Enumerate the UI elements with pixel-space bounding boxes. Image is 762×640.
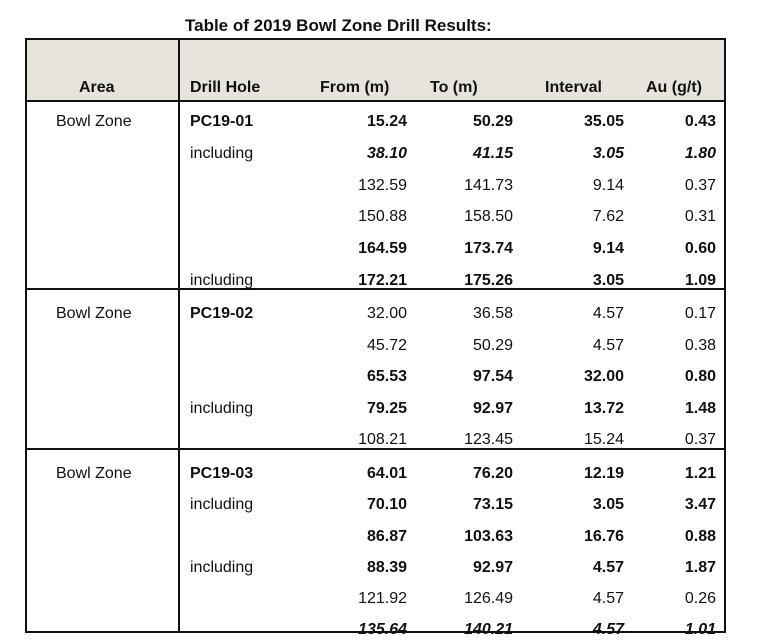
cell-interval: 3.05 bbox=[592, 496, 624, 513]
header-area: Area bbox=[79, 79, 115, 96]
cell-to: 92.97 bbox=[472, 559, 513, 576]
table-header: Area Drill Hole From (m) To (m) Interval… bbox=[27, 40, 724, 102]
cell-from: 86.87 bbox=[366, 528, 407, 545]
table-title: Table of 2019 Bowl Zone Drill Results: bbox=[185, 16, 492, 35]
cell-to: 73.15 bbox=[472, 496, 513, 513]
cell-from: 38.10 bbox=[366, 145, 407, 162]
cell-from: 65.53 bbox=[366, 368, 407, 385]
cell-interval: 16.76 bbox=[583, 528, 624, 545]
cell-interval: 15.24 bbox=[583, 431, 624, 448]
cell-from: 64.01 bbox=[366, 465, 407, 482]
cell-au: 0.37 bbox=[684, 177, 716, 194]
cell-au: 3.47 bbox=[684, 496, 716, 513]
cell-from: 150.88 bbox=[358, 208, 407, 225]
cell-au: 1.09 bbox=[684, 272, 716, 289]
cell-interval: 3.05 bbox=[592, 272, 624, 289]
cell-drill-hole: PC19-01 bbox=[190, 113, 254, 130]
cell-au: 1.21 bbox=[684, 465, 716, 482]
cell-to: 141.73 bbox=[464, 177, 513, 194]
header-from: From (m) bbox=[320, 79, 390, 96]
cell-interval: 7.62 bbox=[592, 208, 624, 225]
cell-au: 0.38 bbox=[684, 337, 716, 354]
cell-from: 108.21 bbox=[358, 431, 407, 448]
cell-au: 0.31 bbox=[684, 208, 716, 225]
cell-to: 123.45 bbox=[464, 431, 513, 448]
cell-drill-hole: including bbox=[190, 400, 254, 417]
cell-to: 50.29 bbox=[472, 337, 513, 354]
cell-drill-hole: including bbox=[190, 145, 254, 162]
cell-interval: 4.57 bbox=[592, 559, 624, 576]
column-divider bbox=[178, 40, 180, 631]
cell-area: Bowl Zone bbox=[56, 465, 132, 482]
cell-au: 1.01 bbox=[684, 621, 716, 638]
cell-from: 32.00 bbox=[366, 305, 407, 322]
cell-interval: 4.57 bbox=[592, 305, 624, 322]
cell-from: 164.59 bbox=[358, 240, 407, 257]
cell-from: 88.39 bbox=[366, 559, 407, 576]
cell-from: 45.72 bbox=[366, 337, 407, 354]
cell-interval: 3.05 bbox=[592, 145, 624, 162]
cell-interval: 9.14 bbox=[592, 177, 624, 194]
cell-from: 172.21 bbox=[358, 272, 407, 289]
cell-drill-hole: PC19-02 bbox=[190, 305, 254, 322]
cell-au: 0.37 bbox=[684, 431, 716, 448]
cell-interval: 4.57 bbox=[592, 621, 624, 638]
cell-interval: 35.05 bbox=[583, 113, 624, 130]
cell-to: 92.97 bbox=[472, 400, 513, 417]
cell-to: 126.49 bbox=[464, 590, 513, 607]
cell-au: 0.60 bbox=[684, 240, 716, 257]
drill-results-table: Area Drill Hole From (m) To (m) Interval… bbox=[25, 38, 726, 638]
cell-drill-hole: including bbox=[190, 559, 254, 576]
cell-drill-hole: PC19-03 bbox=[190, 465, 254, 482]
cell-interval: 12.19 bbox=[583, 465, 624, 482]
cell-interval: 4.57 bbox=[592, 337, 624, 354]
cell-to: 76.20 bbox=[472, 465, 513, 482]
cell-from: 15.24 bbox=[366, 113, 407, 130]
cell-from: 121.92 bbox=[358, 590, 407, 607]
cell-to: 36.58 bbox=[472, 305, 513, 322]
cell-from: 70.10 bbox=[366, 496, 407, 513]
cell-interval: 9.14 bbox=[592, 240, 624, 257]
cell-au: 0.80 bbox=[684, 368, 716, 385]
cell-interval: 4.57 bbox=[592, 590, 624, 607]
group-divider bbox=[27, 288, 724, 290]
cell-to: 140.21 bbox=[464, 621, 513, 638]
cell-area: Bowl Zone bbox=[56, 305, 132, 322]
cell-from: 132.59 bbox=[358, 177, 407, 194]
cell-au: 1.87 bbox=[684, 559, 716, 576]
cell-au: 1.80 bbox=[684, 145, 716, 162]
cell-to: 97.54 bbox=[472, 368, 513, 385]
cell-to: 41.15 bbox=[472, 145, 513, 162]
header-au: Au (g/t) bbox=[646, 79, 702, 96]
cell-from: 135.64 bbox=[358, 621, 407, 638]
cell-drill-hole: including bbox=[190, 272, 254, 289]
cell-area: Bowl Zone bbox=[56, 113, 132, 130]
cell-to: 158.50 bbox=[464, 208, 513, 225]
cell-au: 0.26 bbox=[684, 590, 716, 607]
cell-to: 103.63 bbox=[464, 528, 513, 545]
header-interval: Interval bbox=[545, 79, 602, 96]
cell-interval: 13.72 bbox=[583, 400, 624, 417]
cell-interval: 32.00 bbox=[583, 368, 624, 385]
cell-au: 0.88 bbox=[684, 528, 716, 545]
group-divider bbox=[27, 448, 724, 450]
cell-to: 173.74 bbox=[464, 240, 513, 257]
cell-au: 0.17 bbox=[684, 305, 716, 322]
header-drill-hole: Drill Hole bbox=[190, 79, 261, 96]
cell-drill-hole: including bbox=[190, 496, 254, 513]
cell-au: 0.43 bbox=[684, 113, 716, 130]
header-to: To (m) bbox=[430, 79, 478, 96]
cell-from: 79.25 bbox=[366, 400, 407, 417]
cell-to: 175.26 bbox=[464, 272, 513, 289]
cell-to: 50.29 bbox=[472, 113, 513, 130]
cell-au: 1.48 bbox=[684, 400, 716, 417]
